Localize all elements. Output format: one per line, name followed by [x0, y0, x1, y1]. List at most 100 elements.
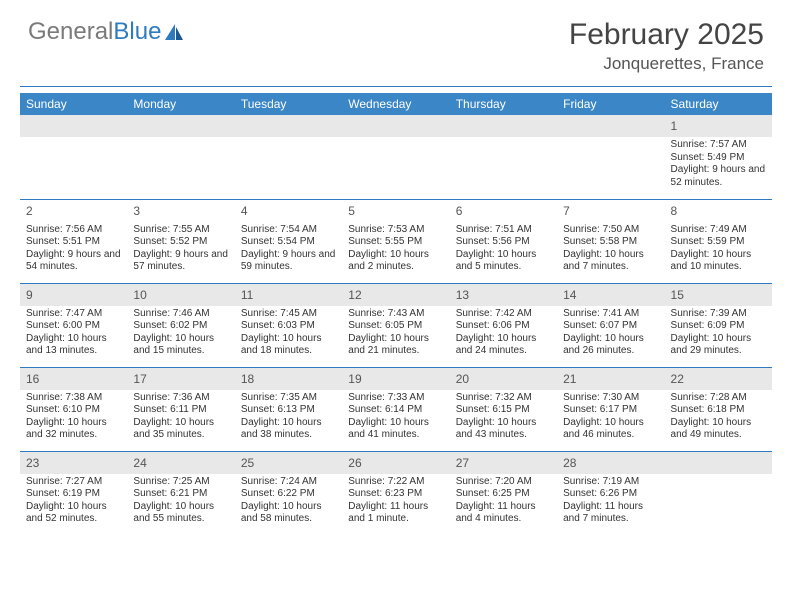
col-thursday: Thursday: [450, 93, 557, 115]
day-number: 14: [563, 288, 576, 302]
day-number: 24: [133, 456, 146, 470]
day-details: Sunrise: 7:51 AMSunset: 5:56 PMDaylight:…: [456, 224, 551, 274]
calendar-cell: [235, 115, 342, 199]
col-tuesday: Tuesday: [235, 93, 342, 115]
calendar-cell: [665, 451, 772, 535]
day-details: Sunrise: 7:55 AMSunset: 5:52 PMDaylight:…: [133, 224, 228, 274]
day-details: Sunrise: 7:20 AMSunset: 6:25 PMDaylight:…: [456, 476, 551, 526]
calendar-cell: 11 Sunrise: 7:45 AMSunset: 6:03 PMDayligh…: [235, 283, 342, 367]
calendar-cell: [450, 115, 557, 199]
day-details: Sunrise: 7:53 AMSunset: 5:55 PMDaylight:…: [348, 224, 443, 274]
calendar-cell: 4Sunrise: 7:54 AMSunset: 5:54 PMDaylight…: [235, 199, 342, 283]
day-details: Sunrise: 7:27 AMSunset: 6:19 PMDaylight:…: [26, 476, 121, 526]
day-number: 19: [348, 372, 361, 386]
top-rule: [20, 86, 772, 87]
header-row: Sunday Monday Tuesday Wednesday Thursday…: [20, 93, 772, 115]
day-number: 25: [241, 456, 254, 470]
day-details: Sunrise: 7:25 AMSunset: 6:21 PMDaylight:…: [133, 476, 228, 526]
day-number: 27: [456, 456, 469, 470]
calendar-cell: [342, 115, 449, 199]
calendar-cell: 17Sunrise: 7:36 AMSunset: 6:11 PMDayligh…: [127, 367, 234, 451]
day-details: Sunrise: 7:47 AMSunset: 6:00 PMDaylight:…: [26, 308, 121, 358]
calendar-cell: 14Sunrise: 7:41 AMSunset: 6:07 PMDayligh…: [557, 283, 664, 367]
calendar-row: 9 Sunrise: 7:47 AMSunset: 6:00 PMDaylight…: [20, 283, 772, 367]
calendar-cell: 22 Sunrise: 7:28 AMSunset: 6:18 PMDayligh…: [665, 367, 772, 451]
calendar-cell: 18Sunrise: 7:35 AMSunset: 6:13 PMDayligh…: [235, 367, 342, 451]
day-number: 3: [133, 204, 140, 218]
day-number: 4: [241, 204, 248, 218]
logo: GeneralBlue: [28, 18, 185, 46]
day-details: Sunrise: 7:38 AMSunset: 6:10 PMDaylight:…: [26, 392, 121, 442]
calendar-cell: 6 Sunrise: 7:51 AMSunset: 5:56 PMDaylight…: [450, 199, 557, 283]
day-number: 20: [456, 372, 469, 386]
calendar-cell: 10Sunrise: 7:46 AMSunset: 6:02 PMDayligh…: [127, 283, 234, 367]
day-number: 6: [456, 204, 463, 218]
day-number: 16: [26, 372, 39, 386]
day-number: 15: [671, 288, 684, 302]
col-sunday: Sunday: [20, 93, 127, 115]
calendar-cell: 5 Sunrise: 7:53 AMSunset: 5:55 PMDaylight…: [342, 199, 449, 283]
calendar-cell: 12 Sunrise: 7:43 AMSunset: 6:05 PMDayligh…: [342, 283, 449, 367]
calendar-cell: [557, 115, 664, 199]
calendar-row: 2 Sunrise: 7:56 AMSunset: 5:51 PMDaylight…: [20, 199, 772, 283]
day-details: Sunrise: 7:43 AMSunset: 6:05 PMDaylight:…: [348, 308, 443, 358]
calendar-cell: 25 Sunrise: 7:24 AMSunset: 6:22 PMDayligh…: [235, 451, 342, 535]
day-number: 8: [671, 204, 678, 218]
day-details: Sunrise: 7:32 AMSunset: 6:15 PMDaylight:…: [456, 392, 551, 442]
calendar-cell: 7 Sunrise: 7:50 AMSunset: 5:58 PMDaylight…: [557, 199, 664, 283]
calendar-cell: 16 Sunrise: 7:38 AMSunset: 6:10 PMDayligh…: [20, 367, 127, 451]
logo-text-gray: General: [28, 18, 113, 46]
calendar-cell: 24 Sunrise: 7:25 AMSunset: 6:21 PMDayligh…: [127, 451, 234, 535]
day-number: 12: [348, 288, 361, 302]
col-saturday: Saturday: [665, 93, 772, 115]
calendar-cell: 23 Sunrise: 7:27 AMSunset: 6:19 PMDayligh…: [20, 451, 127, 535]
col-wednesday: Wednesday: [342, 93, 449, 115]
day-details: Sunrise: 7:24 AMSunset: 6:22 PMDaylight:…: [241, 476, 336, 526]
calendar-cell: 27 Sunrise: 7:20 AMSunset: 6:25 PMDayligh…: [450, 451, 557, 535]
calendar-cell: 3 Sunrise: 7:55 AMSunset: 5:52 PMDaylight…: [127, 199, 234, 283]
day-number: 23: [26, 456, 39, 470]
day-details: Sunrise: 7:42 AMSunset: 6:06 PMDaylight:…: [456, 308, 551, 358]
day-details: Sunrise: 7:28 AMSunset: 6:18 PMDaylight:…: [671, 392, 766, 442]
calendar-cell: 20 Sunrise: 7:32 AMSunset: 6:15 PMDayligh…: [450, 367, 557, 451]
day-number: 28: [563, 456, 576, 470]
calendar-row: 16 Sunrise: 7:38 AMSunset: 6:10 PMDayligh…: [20, 367, 772, 451]
day-details: Sunrise: 7:39 AMSunset: 6:09 PMDaylight:…: [671, 308, 766, 358]
day-details: Sunrise: 7:33 AMSunset: 6:14 PMDaylight:…: [348, 392, 443, 442]
day-details: Sunrise: 7:19 AMSunset: 6:26 PMDaylight:…: [563, 476, 658, 526]
logo-text-blue: Blue: [113, 18, 161, 46]
day-details: Sunrise: 7:45 AMSunset: 6:03 PMDaylight:…: [241, 308, 336, 358]
calendar-cell: 19 Sunrise: 7:33 AMSunset: 6:14 PMDayligh…: [342, 367, 449, 451]
calendar-cell: 1 Sunrise: 7:57 AMSunset: 5:49 PMDaylight…: [665, 115, 772, 199]
day-details: Sunrise: 7:35 AMSunset: 6:13 PMDaylight:…: [241, 392, 336, 442]
day-number: 22: [671, 372, 684, 386]
day-number: 11: [241, 288, 253, 302]
calendar-cell: 13 Sunrise: 7:42 AMSunset: 6:06 PMDayligh…: [450, 283, 557, 367]
day-number: 2: [26, 204, 33, 218]
day-details: Sunrise: 7:30 AMSunset: 6:17 PMDaylight:…: [563, 392, 658, 442]
calendar-row: 23 Sunrise: 7:27 AMSunset: 6:19 PMDayligh…: [20, 451, 772, 535]
logo-sail-icon: [163, 22, 185, 42]
col-friday: Friday: [557, 93, 664, 115]
calendar-cell: [127, 115, 234, 199]
day-number: 1: [671, 119, 678, 133]
calendar-cell: 15 Sunrise: 7:39 AMSunset: 6:09 PMDayligh…: [665, 283, 772, 367]
day-number: 26: [348, 456, 361, 470]
calendar-table: Sunday Monday Tuesday Wednesday Thursday…: [20, 93, 772, 535]
calendar-cell: 26 Sunrise: 7:22 AMSunset: 6:23 PMDayligh…: [342, 451, 449, 535]
day-details: Sunrise: 7:56 AMSunset: 5:51 PMDaylight:…: [26, 224, 121, 274]
day-number: 13: [456, 288, 469, 302]
day-details: Sunrise: 7:22 AMSunset: 6:23 PMDaylight:…: [348, 476, 443, 526]
header: GeneralBlue February 2025 Jonquerettes, …: [0, 0, 792, 82]
day-details: Sunrise: 7:57 AMSunset: 5:49 PMDaylight:…: [671, 139, 766, 189]
location-text: Jonquerettes, France: [569, 54, 764, 74]
col-monday: Monday: [127, 93, 234, 115]
day-number: 7: [563, 204, 570, 218]
day-number: 5: [348, 204, 355, 218]
month-title: February 2025: [569, 18, 764, 52]
title-block: February 2025 Jonquerettes, France: [569, 18, 764, 74]
day-number: 9: [26, 288, 33, 302]
day-details: Sunrise: 7:50 AMSunset: 5:58 PMDaylight:…: [563, 224, 658, 274]
calendar-cell: 28 Sunrise: 7:19 AMSunset: 6:26 PMDayligh…: [557, 451, 664, 535]
calendar-cell: 2 Sunrise: 7:56 AMSunset: 5:51 PMDaylight…: [20, 199, 127, 283]
